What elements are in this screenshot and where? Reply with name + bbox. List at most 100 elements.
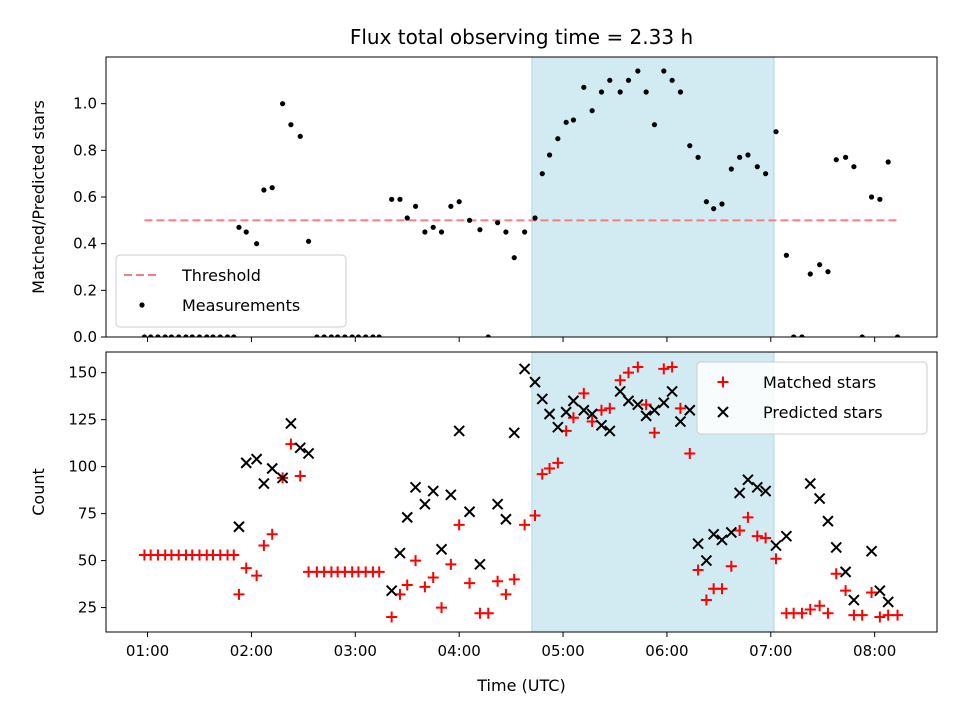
data-point	[355, 334, 362, 337]
data-point	[674, 402, 686, 414]
data-point	[258, 477, 270, 490]
data-point	[725, 526, 738, 539]
data-point	[536, 468, 548, 480]
data-point	[894, 334, 901, 337]
legend-label: Threshold	[181, 266, 261, 285]
data-point	[412, 203, 419, 209]
data-point	[279, 101, 286, 107]
data-point	[754, 164, 760, 170]
data-point	[567, 395, 580, 407]
legend-key-measurements	[139, 302, 145, 308]
data-point	[276, 472, 289, 484]
data-point	[240, 562, 252, 574]
data-point	[148, 334, 154, 337]
data-point	[189, 334, 195, 337]
data-point	[669, 77, 675, 83]
legend: Threshold Measurements	[115, 254, 347, 328]
data-point	[294, 442, 306, 454]
data-point	[595, 419, 608, 431]
legend-label: Predicted stars	[763, 403, 883, 422]
data-point	[666, 385, 678, 398]
data-point	[658, 363, 670, 375]
data-point	[822, 515, 834, 527]
data-point	[162, 334, 168, 337]
data-point	[474, 558, 486, 571]
data-point	[183, 334, 189, 337]
data-point	[625, 77, 632, 83]
data-point	[419, 498, 431, 510]
data-point	[321, 334, 327, 337]
data-point	[285, 438, 297, 450]
data-point	[770, 553, 782, 565]
data-point	[529, 376, 541, 388]
data-point	[733, 487, 746, 499]
data-point	[814, 600, 826, 612]
data-point	[204, 334, 210, 337]
series-predicted-stars	[233, 363, 894, 608]
x-axis-label: Time (UTC)	[476, 676, 565, 695]
data-point	[856, 609, 868, 621]
x-tick-label: 07:00	[749, 642, 792, 660]
data-point	[825, 269, 831, 275]
series-matched-stars	[138, 361, 904, 623]
data-point	[643, 89, 649, 95]
data-point	[622, 395, 635, 407]
data-point	[519, 519, 531, 531]
data-point	[466, 217, 473, 223]
data-point	[427, 485, 439, 497]
data-point	[250, 453, 263, 465]
data-point	[703, 199, 709, 205]
y-tick-label: 0.8	[73, 141, 97, 159]
top-panel: 0.0 0.2 0.4 0.6 0.8 1.0 Flux total observing t…	[29, 25, 938, 346]
data-point	[578, 404, 590, 416]
y-tick-label: 1.0	[73, 95, 97, 113]
data-point	[692, 537, 704, 550]
data-point	[751, 481, 764, 494]
data-point	[168, 334, 175, 337]
y-tick-label: 0.6	[73, 188, 97, 206]
y-tick-label: 125	[68, 411, 97, 429]
data-point	[176, 334, 182, 337]
data-point	[422, 229, 428, 235]
data-point	[734, 525, 746, 537]
data-point	[737, 154, 743, 160]
data-point	[544, 463, 556, 475]
data-point	[640, 399, 652, 411]
data-point	[648, 427, 660, 439]
data-point	[614, 385, 626, 398]
x-tick-label: 03:00	[334, 642, 377, 660]
data-point	[874, 584, 886, 597]
data-point	[258, 540, 270, 552]
data-point	[604, 425, 616, 437]
y-tick-label: 0.4	[73, 235, 97, 253]
data-point	[482, 607, 494, 619]
data-point	[363, 334, 369, 337]
data-point	[866, 587, 878, 599]
data-point	[851, 164, 857, 170]
data-point	[419, 581, 431, 593]
data-point	[500, 588, 512, 600]
plot-frame	[105, 351, 938, 633]
data-point	[716, 534, 728, 546]
data-point	[294, 470, 306, 482]
data-point	[759, 485, 772, 497]
series-measurements	[141, 68, 901, 337]
data-point	[578, 387, 590, 399]
data-point	[314, 334, 320, 337]
data-point	[868, 194, 875, 200]
data-point	[570, 117, 577, 123]
data-point	[305, 238, 312, 244]
data-point	[373, 566, 385, 578]
data-point	[397, 196, 403, 202]
y-axis-label: Count	[29, 468, 48, 516]
data-point	[328, 334, 335, 337]
y-axis-label: Matched/Predicted stars	[29, 100, 48, 294]
x-tick-label: 04:00	[438, 642, 481, 660]
legend-label: Measurements	[182, 296, 300, 315]
data-point	[692, 564, 704, 576]
data-point	[780, 530, 793, 542]
data-point	[728, 166, 734, 172]
data-point	[231, 334, 237, 337]
legend-label: Matched stars	[763, 373, 876, 392]
data-point	[370, 334, 376, 337]
